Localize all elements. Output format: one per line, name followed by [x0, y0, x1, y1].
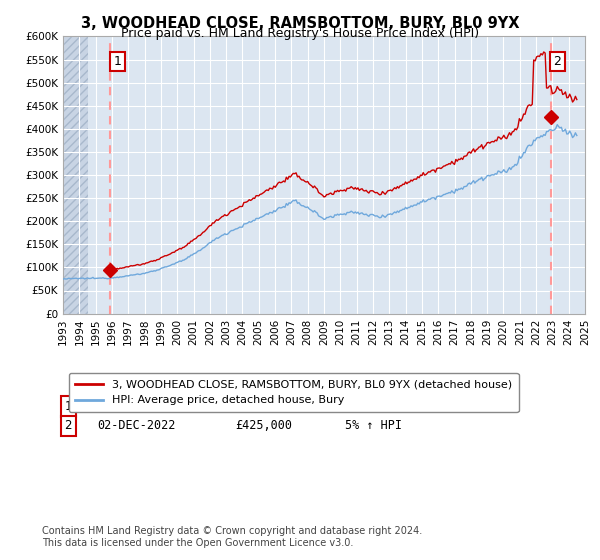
- Text: 2: 2: [64, 419, 72, 432]
- Text: 3, WOODHEAD CLOSE, RAMSBOTTOM, BURY, BL0 9YX: 3, WOODHEAD CLOSE, RAMSBOTTOM, BURY, BL0…: [81, 16, 519, 31]
- Text: 02-DEC-2022: 02-DEC-2022: [97, 419, 175, 432]
- Text: £94,750: £94,750: [235, 400, 285, 413]
- Text: Price paid vs. HM Land Registry's House Price Index (HPI): Price paid vs. HM Land Registry's House …: [121, 27, 479, 40]
- Text: 24-NOV-1995: 24-NOV-1995: [97, 400, 175, 413]
- Legend: 3, WOODHEAD CLOSE, RAMSBOTTOM, BURY, BL0 9YX (detached house), HPI: Average pric: 3, WOODHEAD CLOSE, RAMSBOTTOM, BURY, BL0…: [68, 373, 518, 412]
- Text: 1: 1: [113, 55, 121, 68]
- Bar: [63, 36, 88, 314]
- Text: Contains HM Land Registry data © Crown copyright and database right 2024.
This d: Contains HM Land Registry data © Crown c…: [42, 526, 422, 548]
- Text: £425,000: £425,000: [235, 419, 292, 432]
- Text: 24% ↑ HPI: 24% ↑ HPI: [345, 400, 409, 413]
- Text: 2: 2: [554, 55, 562, 68]
- Text: 5% ↑ HPI: 5% ↑ HPI: [345, 419, 402, 432]
- Text: 1: 1: [64, 400, 72, 413]
